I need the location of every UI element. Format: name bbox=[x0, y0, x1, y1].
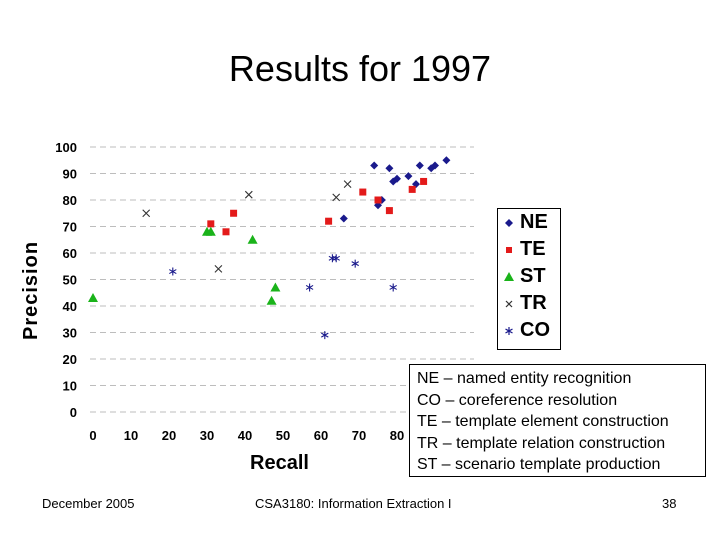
data-point-co bbox=[305, 283, 314, 292]
footer-page-number: 38 bbox=[662, 496, 677, 511]
data-point-ne bbox=[431, 161, 439, 170]
x-tick-label: 40 bbox=[238, 428, 252, 443]
footer-date: December 2005 bbox=[42, 496, 135, 511]
y-tick-label: 90 bbox=[63, 167, 77, 182]
y-tick-label: 40 bbox=[63, 299, 77, 314]
data-point-ne bbox=[370, 161, 379, 170]
abbreviation-line: ST – scenario template production bbox=[417, 456, 661, 473]
data-point-st bbox=[266, 295, 277, 305]
legend-label: TR bbox=[520, 292, 547, 314]
y-tick-label: 100 bbox=[55, 140, 77, 155]
triangle-icon bbox=[504, 271, 514, 281]
data-point-co bbox=[321, 331, 329, 340]
x-axis-label: Recall bbox=[250, 452, 309, 474]
legend-item-ne: NE bbox=[502, 209, 560, 236]
data-point-co bbox=[328, 254, 337, 263]
data-point-ne bbox=[385, 164, 394, 173]
data-point-ne bbox=[415, 161, 424, 170]
legend-label: CO bbox=[520, 319, 550, 341]
data-point-te bbox=[385, 207, 393, 215]
x-tick-label: 30 bbox=[200, 428, 214, 443]
y-tick-label: 50 bbox=[63, 273, 77, 288]
square-icon bbox=[506, 246, 512, 253]
diamond-icon bbox=[505, 218, 513, 227]
data-point-te bbox=[207, 220, 215, 228]
legend-item-co: CO bbox=[502, 317, 560, 344]
data-point-ne bbox=[404, 172, 413, 181]
y-tick-label: 60 bbox=[63, 246, 77, 261]
data-point-st bbox=[88, 293, 98, 303]
legend-item-te: TE bbox=[502, 236, 560, 263]
data-point-tr bbox=[214, 265, 223, 273]
x-tick-label: 20 bbox=[162, 428, 176, 443]
legend-item-tr: TR bbox=[502, 290, 560, 317]
data-point-st bbox=[247, 234, 258, 244]
data-point-te bbox=[420, 177, 428, 185]
legend-label: TE bbox=[520, 238, 546, 260]
data-point-te bbox=[230, 209, 238, 217]
slide-title: Results for 1997 bbox=[228, 48, 492, 89]
data-point-ne bbox=[442, 156, 451, 165]
x-tick-label: 70 bbox=[352, 428, 366, 443]
x-tick-label: 80 bbox=[390, 428, 404, 443]
y-tick-label: 80 bbox=[63, 193, 77, 208]
data-point-co bbox=[332, 254, 340, 263]
legend-item-st: ST bbox=[502, 263, 560, 290]
y-tick-label: 10 bbox=[63, 379, 77, 394]
data-point-tr bbox=[332, 193, 341, 202]
x-tick-label: 60 bbox=[314, 428, 328, 443]
abbreviation-line: TR – template relation construction bbox=[417, 434, 666, 452]
data-point-co bbox=[351, 259, 359, 268]
x-mark-icon bbox=[505, 300, 513, 307]
data-point-tr bbox=[142, 209, 151, 218]
data-point-te bbox=[325, 217, 333, 225]
data-point-te bbox=[408, 185, 416, 193]
data-point-st bbox=[205, 226, 216, 236]
abbreviation-line: NE – named entity recognition bbox=[417, 370, 632, 387]
x-tick-label: 50 bbox=[276, 428, 290, 443]
abbreviation-line: CO – coreference resolution bbox=[417, 391, 618, 409]
footer-course: CSA3180: Information Extraction I bbox=[255, 496, 452, 511]
y-axis-label: Precision bbox=[20, 240, 42, 340]
chart-legend: NE TE ST TR CO bbox=[497, 208, 561, 350]
data-point-ne bbox=[393, 174, 401, 183]
data-point-te bbox=[222, 228, 230, 236]
data-point-co bbox=[389, 283, 397, 292]
data-point-tr bbox=[343, 180, 352, 188]
legend-label: NE bbox=[520, 211, 548, 233]
asterisk-icon bbox=[505, 326, 513, 335]
y-tick-label: 70 bbox=[63, 220, 77, 235]
data-point-te bbox=[374, 196, 382, 204]
x-tick-label: 10 bbox=[124, 428, 138, 443]
y-tick-label: 20 bbox=[63, 352, 77, 367]
data-point-st bbox=[270, 282, 281, 292]
y-tick-label: 0 bbox=[70, 405, 77, 420]
legend-label: ST bbox=[520, 265, 546, 287]
x-tick-label: 0 bbox=[89, 428, 96, 443]
abbreviation-box: NE – named entity recognition CO – coref… bbox=[409, 364, 706, 477]
y-tick-label: 30 bbox=[63, 326, 77, 341]
data-point-co bbox=[169, 267, 177, 276]
abbreviation-line: TE – template element construction bbox=[417, 413, 669, 430]
data-point-tr bbox=[244, 190, 253, 199]
data-point-te bbox=[359, 188, 367, 196]
data-point-ne bbox=[339, 214, 348, 223]
